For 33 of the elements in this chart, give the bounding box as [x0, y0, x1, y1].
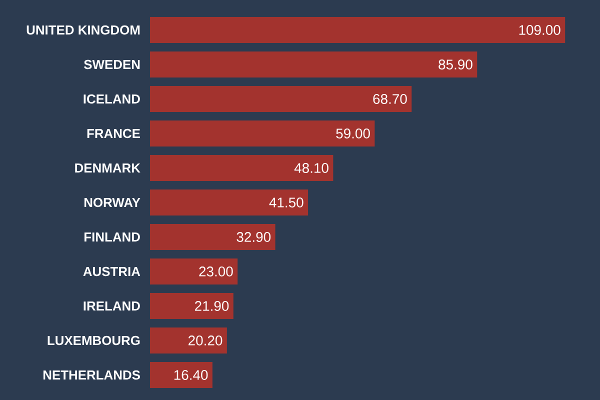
data-label: 16.40 [174, 370, 208, 380]
y-tick-label: FINLAND [84, 232, 140, 242]
y-tick-label: LUXEMBOURG [48, 336, 140, 346]
data-label: 21.90 [195, 301, 229, 311]
data-label: 109.00 [519, 25, 560, 35]
bar [150, 120, 375, 146]
data-label: 48.10 [294, 163, 328, 173]
y-tick-label: NETHERLANDS [43, 370, 140, 380]
y-tick-label: SWEDEN [84, 60, 140, 70]
data-label: 41.50 [269, 198, 304, 208]
y-tick-label: UNITED KINGDOM [26, 25, 140, 35]
bar [150, 86, 412, 112]
y-tick-label: DENMARK [75, 164, 140, 172]
y-tick-label: FRANCE [87, 128, 140, 138]
data-label: 20.20 [188, 336, 222, 346]
bar [150, 190, 308, 216]
y-tick-label: ICELAND [84, 94, 140, 104]
data-label: 68.70 [373, 94, 407, 104]
bar [150, 293, 234, 320]
y-tick-label: IRELAND [84, 302, 140, 310]
bar [150, 224, 276, 250]
bar [150, 362, 212, 388]
bar [150, 155, 334, 182]
y-tick-label: NORWAY [84, 198, 140, 208]
data-label: 85.90 [438, 60, 472, 70]
bar [150, 258, 238, 285]
data-label: 23.00 [199, 266, 233, 276]
bar [150, 52, 478, 78]
bar [150, 17, 566, 43]
y-tick-label: AUSTRIA [83, 266, 140, 276]
data-label: 32.90 [236, 232, 271, 242]
data-label: 59.00 [336, 128, 370, 138]
bar [150, 328, 227, 354]
